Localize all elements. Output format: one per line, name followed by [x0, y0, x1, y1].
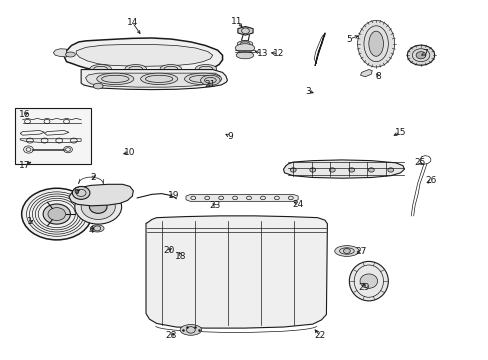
Polygon shape	[163, 239, 183, 249]
Ellipse shape	[334, 246, 358, 256]
Circle shape	[75, 190, 122, 224]
Circle shape	[48, 208, 65, 221]
Text: 28: 28	[165, 332, 177, 341]
Ellipse shape	[141, 73, 177, 85]
Ellipse shape	[90, 225, 104, 232]
Ellipse shape	[184, 73, 221, 85]
Bar	[15, 108, 91, 164]
Text: 16: 16	[20, 110, 31, 119]
Ellipse shape	[200, 75, 220, 85]
Ellipse shape	[348, 261, 387, 301]
Text: 2: 2	[90, 173, 96, 182]
Text: 3: 3	[305, 86, 310, 95]
Ellipse shape	[90, 64, 111, 73]
Ellipse shape	[65, 52, 75, 57]
Text: 25: 25	[413, 158, 425, 167]
Circle shape	[329, 168, 334, 172]
Text: 29: 29	[358, 283, 369, 292]
Circle shape	[387, 168, 393, 172]
Text: 5: 5	[346, 35, 351, 44]
Circle shape	[367, 168, 373, 172]
Ellipse shape	[237, 41, 252, 46]
Circle shape	[415, 51, 425, 59]
Polygon shape	[185, 194, 298, 202]
Circle shape	[348, 168, 354, 172]
Ellipse shape	[357, 21, 394, 67]
Text: 24: 24	[292, 199, 303, 208]
Ellipse shape	[97, 73, 134, 85]
Polygon shape	[64, 38, 222, 75]
Circle shape	[72, 186, 90, 199]
Circle shape	[407, 45, 434, 65]
Polygon shape	[237, 27, 253, 35]
Text: 20: 20	[163, 246, 174, 255]
Text: 18: 18	[175, 252, 186, 261]
Text: 4: 4	[88, 226, 94, 235]
Circle shape	[81, 194, 115, 220]
Ellipse shape	[180, 324, 201, 335]
Text: 27: 27	[355, 247, 366, 256]
Text: 12: 12	[272, 49, 284, 58]
Polygon shape	[146, 216, 327, 328]
Ellipse shape	[368, 31, 383, 56]
Circle shape	[343, 248, 349, 253]
Text: 21: 21	[204, 81, 216, 90]
Text: 15: 15	[394, 128, 406, 137]
Text: 1: 1	[27, 217, 33, 226]
Text: 6: 6	[73, 187, 79, 196]
Polygon shape	[85, 73, 220, 87]
Text: 10: 10	[124, 148, 135, 157]
Circle shape	[89, 201, 107, 213]
Text: 7: 7	[421, 49, 427, 58]
Ellipse shape	[359, 274, 377, 288]
Text: 11: 11	[231, 17, 243, 26]
Circle shape	[290, 168, 296, 172]
Circle shape	[309, 168, 315, 172]
Text: 23: 23	[209, 201, 221, 210]
Text: 14: 14	[126, 18, 138, 27]
Polygon shape	[76, 44, 212, 66]
Text: 13: 13	[256, 49, 268, 58]
Text: 22: 22	[314, 332, 325, 341]
Polygon shape	[165, 248, 184, 257]
Polygon shape	[53, 49, 66, 57]
Ellipse shape	[235, 44, 254, 52]
Text: 17: 17	[20, 161, 31, 170]
Circle shape	[43, 204, 70, 224]
Text: 19: 19	[168, 190, 179, 199]
Ellipse shape	[236, 51, 253, 59]
Ellipse shape	[195, 64, 216, 73]
Circle shape	[21, 188, 92, 240]
Ellipse shape	[93, 83, 103, 89]
Polygon shape	[81, 69, 227, 90]
Polygon shape	[69, 184, 133, 206]
Ellipse shape	[125, 64, 146, 73]
Polygon shape	[360, 69, 371, 77]
Text: 8: 8	[375, 72, 381, 81]
Polygon shape	[283, 160, 404, 178]
Ellipse shape	[160, 64, 181, 73]
Text: 26: 26	[424, 176, 436, 185]
Text: 9: 9	[226, 132, 232, 141]
